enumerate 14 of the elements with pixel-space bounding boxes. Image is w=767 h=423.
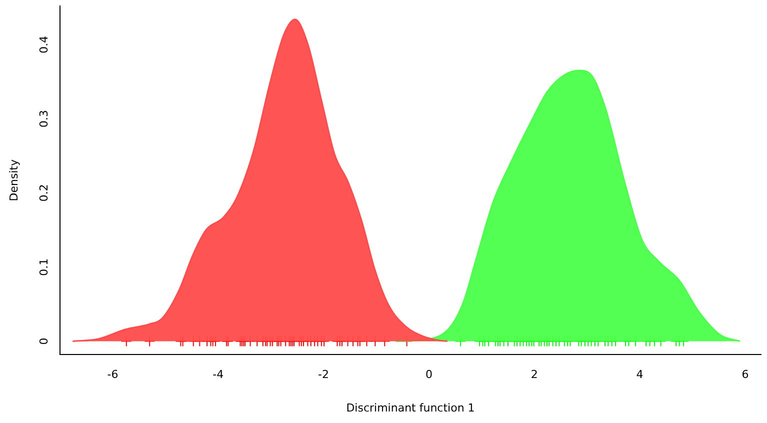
y-tick-label: 0.2 [37,184,50,202]
y-tick-label: 0.4 [37,36,50,54]
x-tick-label: -2 [318,368,330,382]
y-axis-title: Density [7,158,20,202]
x-tick-label: -4 [212,368,224,382]
x-axis-title: Discriminant function 1 [346,401,475,414]
y-tick-label: 0.1 [37,258,50,276]
x-tick-label: -6 [107,368,118,382]
y-tick-label: 0.3 [37,110,50,128]
x-tick-label: 4 [636,368,644,382]
x-tick-label: 2 [530,368,538,382]
x-tick-label: 6 [742,368,749,382]
y-tick-label: 0 [37,338,50,345]
x-tick-label: 0 [425,368,432,382]
